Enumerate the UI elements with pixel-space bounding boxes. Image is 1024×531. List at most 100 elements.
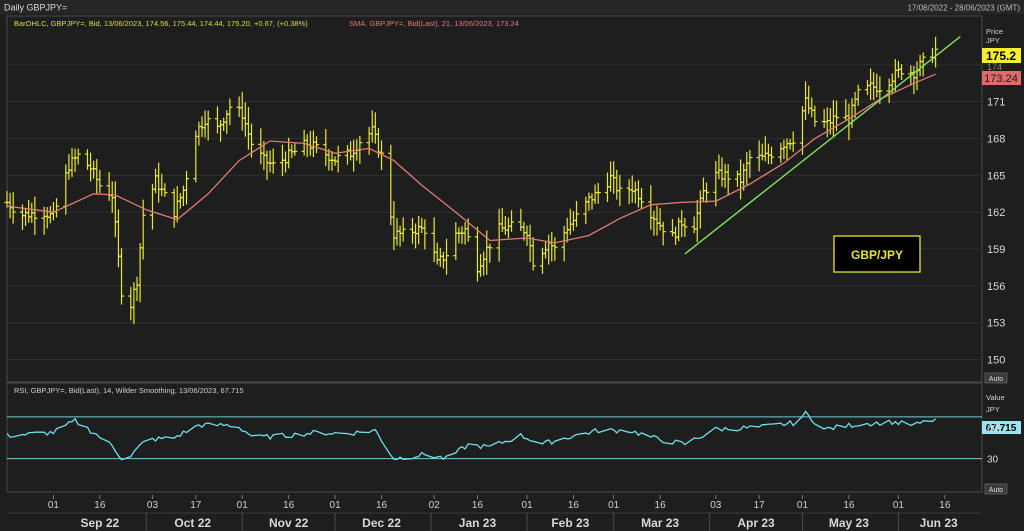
- ohlc-bar: [84, 149, 91, 170]
- ohlc-bar: [10, 192, 16, 224]
- month-label: Apr 23: [737, 516, 775, 530]
- ohlc-bar: [459, 226, 465, 244]
- ohlc-bar: [245, 107, 252, 150]
- ohlc-bar: [7, 192, 13, 219]
- price-axis-title: Price: [986, 27, 1003, 36]
- ohlc-bar: [747, 149, 753, 178]
- month-label: May 23: [829, 516, 869, 530]
- day-tick-label: 17: [190, 500, 202, 511]
- ohlc-bar: [477, 253, 484, 277]
- ohlc-bar: [502, 216, 508, 235]
- price-tick-label: 171: [987, 97, 1005, 109]
- ohlc-bar: [660, 221, 666, 246]
- window-title: Daily GBPJPY=: [4, 3, 67, 13]
- ohlc-bar: [672, 226, 679, 245]
- ohlc-bar: [614, 169, 620, 200]
- ohlc-bar: [700, 177, 707, 203]
- ohlc-bar: [351, 139, 357, 172]
- ohlc-bar: [920, 52, 926, 77]
- ohlc-bar: [131, 282, 137, 325]
- ohlc-bar: [734, 170, 741, 188]
- ohlc-bar: [573, 200, 580, 227]
- ohlc-bar: [26, 199, 32, 223]
- ohlc-bar: [632, 181, 638, 204]
- ohlc-bar: [69, 147, 75, 178]
- month-label: Dec 22: [362, 516, 401, 530]
- ohlc-bar: [149, 183, 156, 230]
- legend-rsi: RSI, GBPJPY=, Bid(Last), 14, Wilder Smoo…: [14, 386, 244, 395]
- ohlc-bar: [607, 161, 614, 192]
- ohlc-bar: [481, 251, 487, 276]
- ohlc-bar: [790, 131, 796, 152]
- ohlc-bar: [781, 139, 787, 160]
- ohlc-bar: [586, 192, 592, 211]
- ohlc-bar: [431, 217, 437, 263]
- ohlc-bar: [871, 72, 877, 101]
- day-tick-label: 01: [237, 500, 249, 511]
- ohlc-bar: [323, 128, 329, 167]
- ohlc-bar: [112, 181, 118, 238]
- ohlc-bar: [635, 180, 642, 208]
- ohlc-bar: [171, 188, 177, 228]
- ohlc-bar: [682, 217, 688, 237]
- annotation-frame: [833, 235, 921, 273]
- price-tick-label: 156: [987, 281, 1005, 293]
- sma-price-tag: [982, 71, 1021, 85]
- ohlc-bar: [196, 121, 202, 146]
- last-price-tag: [982, 48, 1021, 63]
- price-auto-button[interactable]: Auto: [984, 372, 1008, 384]
- sma-line: [6, 73, 936, 244]
- ohlc-bar: [304, 134, 310, 158]
- ohlc-bar: [32, 196, 38, 236]
- ohlc-bar: [97, 169, 103, 193]
- ohlc-bar: [292, 143, 298, 156]
- rsi-bands: [7, 416, 982, 460]
- ohlc-bar: [589, 193, 595, 210]
- ohlc-bar: [409, 218, 416, 244]
- day-tick-label: 16: [376, 500, 388, 511]
- ohlc-bar: [214, 106, 221, 134]
- ohlc-bar: [66, 153, 72, 180]
- ohlc-bar: [821, 108, 827, 128]
- ohlc-bars: [4, 36, 939, 325]
- ohlc-bar: [626, 179, 632, 205]
- price-tick-label: 162: [987, 207, 1005, 219]
- ohlc-bar: [474, 226, 481, 282]
- ohlc-bar: [205, 110, 211, 141]
- ohlc-bar: [412, 223, 419, 249]
- rsi-axis-unit: JPY: [986, 405, 1000, 414]
- ohlc-bar: [737, 159, 744, 200]
- ohlc-bar: [22, 207, 29, 227]
- ohlc-bar: [87, 152, 94, 182]
- ohlc-bar: [527, 224, 533, 263]
- ohlc-bar: [162, 183, 168, 197]
- ohlc-bar: [648, 185, 654, 230]
- ohlc-bar: [638, 188, 645, 209]
- ohlc-bar: [115, 209, 122, 268]
- ohlc-bar: [694, 199, 700, 243]
- last-price-label: 175.2: [986, 49, 1016, 63]
- day-tick-label: 01: [330, 500, 342, 511]
- month-label: Mar 23: [641, 516, 679, 530]
- ohlc-bar: [313, 136, 320, 154]
- ohlc-bar: [830, 100, 837, 137]
- ohlc-bar: [657, 208, 663, 231]
- sma-price-label: 173.24: [984, 73, 1018, 85]
- ohlc-bar: [248, 123, 255, 158]
- ohlc-bar: [744, 152, 750, 185]
- ohlc-bar: [546, 234, 552, 265]
- ohlc-bar: [617, 175, 623, 207]
- rsi-auto-button[interactable]: Auto: [984, 483, 1008, 495]
- ohlc-bar: [140, 199, 146, 260]
- ohlc-bar: [453, 222, 459, 261]
- ohlc-bar: [422, 219, 428, 250]
- ohlc-bar: [911, 65, 917, 95]
- price-axis: Price JPY 174 175.2 173.24 150 153 156 159 1…: [982, 27, 1021, 367]
- ohlc-bar: [703, 182, 710, 203]
- ohlc-bar: [561, 225, 567, 262]
- price-tick-label: 159: [987, 244, 1005, 256]
- ohlc-bar: [669, 219, 676, 237]
- ohlc-bar: [806, 85, 812, 114]
- ohlc-bar: [310, 130, 317, 158]
- ohlc-bar: [242, 102, 248, 137]
